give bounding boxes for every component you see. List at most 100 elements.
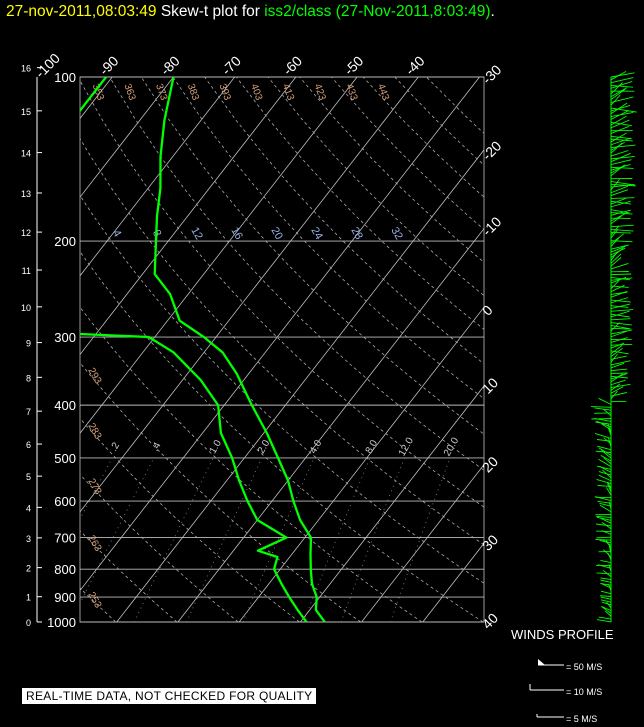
chart-title: 27-nov-2011,08:03:49 Skew-t plot for iss… <box>6 3 495 21</box>
wind-barb <box>601 606 612 614</box>
wind-barb <box>610 353 618 363</box>
isotherm-line <box>80 77 235 277</box>
wind-barb <box>610 299 631 303</box>
wind-barb <box>599 502 612 507</box>
isotherm-right-label: -20 <box>479 138 505 164</box>
wind-barb <box>610 273 632 276</box>
wind-barb <box>610 185 629 194</box>
isotherm-line <box>545 77 644 622</box>
moist-adiabat-label: 28 <box>348 225 365 242</box>
wind-barb <box>610 104 631 112</box>
wind-barb <box>598 447 612 456</box>
wind-barb <box>594 407 612 411</box>
dry-adiabat-line <box>80 362 361 622</box>
wind-barb <box>610 159 632 165</box>
moist-adiabat-label: 24 <box>308 225 325 242</box>
isotherm-top-label: -60 <box>280 53 306 79</box>
wind-barb <box>610 276 627 284</box>
height-tick-label: 9 <box>26 339 31 349</box>
isotherm-line <box>80 77 174 198</box>
wind-barb <box>600 579 612 583</box>
winds-profile-title: WINDS PROFILE <box>511 627 614 642</box>
wind-barb <box>600 596 612 600</box>
pressure-tick-label: 800 <box>54 562 76 577</box>
wind-barb <box>603 408 612 417</box>
wind-barb <box>610 375 628 379</box>
wind-barb <box>610 87 628 98</box>
dry-adiabat-line <box>80 417 300 622</box>
pressure-tick-label: 1000 <box>47 615 76 630</box>
wind-barb <box>610 184 635 188</box>
wind-barb <box>610 71 627 81</box>
wind-barb <box>607 427 612 436</box>
isotherm-top-label: -70 <box>218 53 244 79</box>
wind-legend-10: = 10 M/S <box>566 687 603 697</box>
wind-barb <box>610 189 629 197</box>
wind-barb <box>600 599 612 603</box>
title-plot-label: Skew-t plot for <box>160 3 260 20</box>
wind-barb <box>610 209 630 214</box>
wind-barb <box>610 257 622 267</box>
wind-barb <box>610 236 621 247</box>
dry-adiabat-line <box>80 137 484 546</box>
wind-barb <box>598 616 612 620</box>
dry-adiabat-line <box>299 77 484 263</box>
moist-adiabat-label: 32 <box>388 225 405 242</box>
wind-barb <box>601 522 612 530</box>
wind-barb <box>610 209 632 216</box>
dry-adiabat-label: 423 <box>312 82 328 102</box>
mixing-ratio-line <box>133 457 214 622</box>
wind-barb <box>610 215 622 225</box>
isotherm-line <box>177 227 484 622</box>
wind-barb <box>610 362 625 369</box>
isotherm-top-label: -90 <box>96 53 122 79</box>
dry-adiabat-label: 413 <box>280 82 296 102</box>
wind-barb <box>610 251 618 261</box>
dry-adiabat-label: 283 <box>85 421 103 441</box>
isotherm-right-label: 20 <box>479 453 501 475</box>
wind-barb <box>610 225 620 236</box>
wind-barb <box>610 142 623 154</box>
wind-barb <box>610 322 620 332</box>
wind-barb <box>610 233 625 244</box>
height-tick-label: 8 <box>26 373 31 383</box>
height-tick-label: 0 <box>26 618 31 628</box>
wind-barb <box>597 445 612 451</box>
height-tick-label: 5 <box>26 472 31 482</box>
isotherm-line <box>116 149 484 622</box>
isotherm-line <box>483 621 484 622</box>
wind-barb <box>608 583 612 592</box>
height-tick-label: 6 <box>26 440 31 450</box>
wind-barb <box>610 290 628 298</box>
wind-barb <box>610 330 628 338</box>
wind-legend-50: = 50 M/S <box>566 662 603 672</box>
wind-barb <box>597 564 612 569</box>
wind-barb <box>596 439 612 442</box>
pressure-tick-label: 900 <box>54 590 76 605</box>
wind-barb <box>594 496 612 501</box>
wind-barb <box>610 303 631 309</box>
dewpoint-line <box>80 77 308 622</box>
wind-barb <box>601 601 612 606</box>
wind-barb <box>599 504 612 513</box>
dry-adiabat-label: 383 <box>185 82 201 102</box>
wind-barb <box>608 438 612 447</box>
dry-adiabat-label: 253 <box>85 590 103 610</box>
wind-barb <box>610 110 630 120</box>
wind-barb <box>596 619 612 623</box>
isotherm-right-label: 30 <box>479 531 501 553</box>
pressure-tick-label: 200 <box>54 234 76 249</box>
height-tick-label: 15 <box>21 107 31 117</box>
wind-barb <box>610 200 631 208</box>
isotherm-line <box>80 77 358 434</box>
dry-adiabat-label: 363 <box>121 82 137 102</box>
dry-adiabat-line <box>80 250 484 622</box>
wind-barb <box>610 247 626 256</box>
isotherm-line <box>361 463 484 622</box>
pressure-tick-label: 700 <box>54 531 76 546</box>
dry-adiabat-line <box>267 77 484 297</box>
mixing-ratio-label: 1.0 <box>208 438 225 456</box>
wind-barb <box>610 179 620 191</box>
isotherm-right-label: -10 <box>479 213 505 239</box>
mixing-ratio-label: .4 <box>150 440 164 453</box>
